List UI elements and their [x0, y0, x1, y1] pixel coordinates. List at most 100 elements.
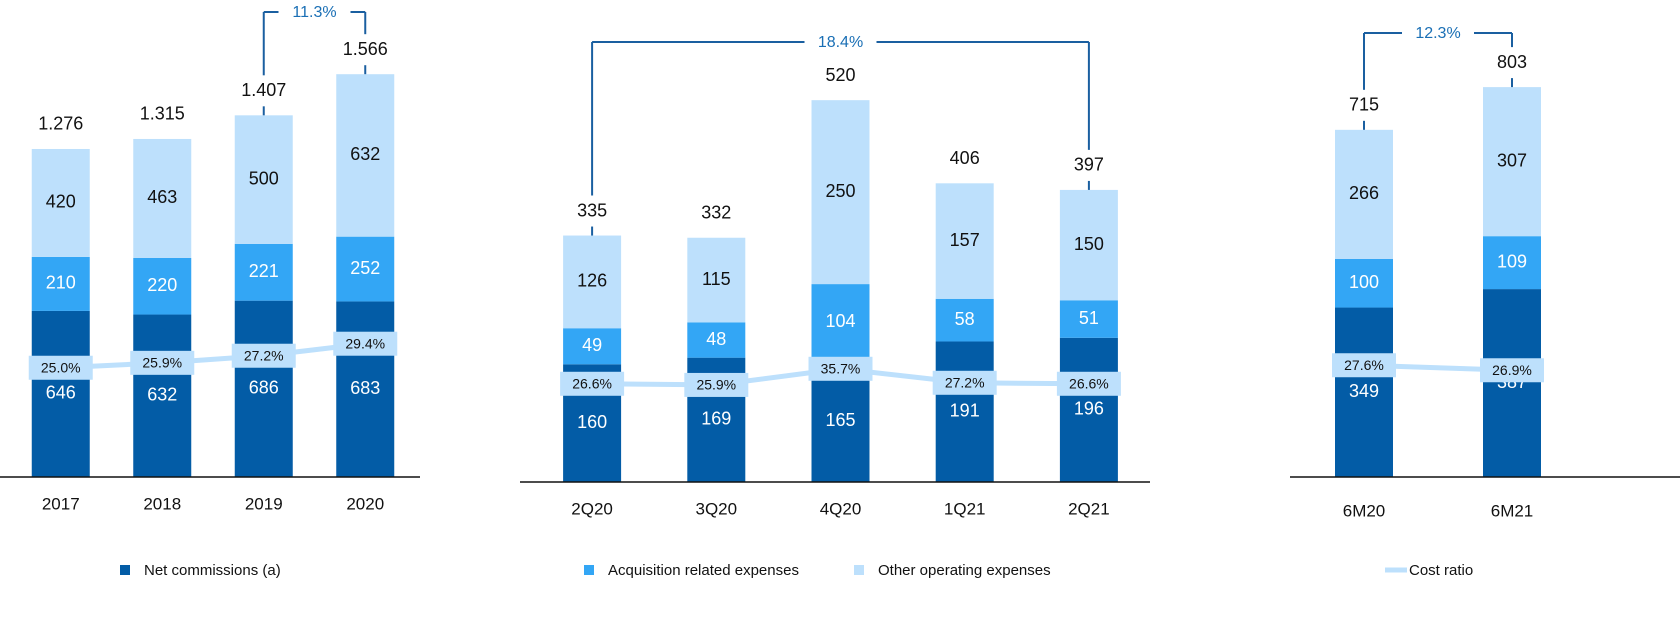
- cost-ratio-label: 29.4%: [345, 335, 385, 351]
- segment-label: 160: [577, 412, 607, 432]
- legend-label: Net commissions (a): [144, 562, 281, 579]
- bar-segment: [133, 314, 192, 477]
- bar-segment: [563, 235, 622, 329]
- x-tick-label: 6M20: [1343, 501, 1386, 520]
- segment-label: 686: [249, 378, 279, 398]
- bar-segment: [687, 237, 746, 323]
- cost-ratio-box: [1056, 371, 1121, 396]
- segment-label: 169: [701, 409, 731, 429]
- segment-label: 266: [1349, 183, 1379, 203]
- segment-label: 48: [706, 329, 726, 349]
- segment-label: 126: [577, 271, 607, 291]
- bar-segment: [563, 328, 622, 365]
- bar-segment: [31, 148, 90, 257]
- bar-segment: [1335, 307, 1393, 477]
- segment-label: 109: [1497, 251, 1527, 271]
- cost-ratio-box: [1480, 358, 1544, 383]
- bar-segment: [336, 301, 395, 477]
- bar-segment: [811, 284, 870, 361]
- segment-label: 220: [147, 275, 177, 295]
- bar-segment: [234, 115, 293, 244]
- segment-label: 157: [950, 230, 980, 250]
- bar-segment: [31, 310, 90, 477]
- cost-ratio-box: [231, 343, 296, 368]
- x-tick-label: 1Q21: [944, 499, 986, 518]
- total-label: 332: [701, 202, 731, 222]
- bar-segment: [935, 298, 994, 342]
- segment-label: 250: [825, 181, 855, 201]
- x-tick-label: 4Q20: [820, 499, 862, 518]
- total-label: 715: [1349, 95, 1379, 115]
- cost-ratio-box: [932, 370, 997, 395]
- segment-label: 210: [46, 273, 76, 293]
- x-tick-label: 6M21: [1491, 501, 1534, 520]
- bar-segment: [1059, 300, 1118, 338]
- segment-label: 165: [825, 410, 855, 430]
- segment-label: 58: [955, 309, 975, 329]
- segment-label: 115: [702, 269, 731, 289]
- bar-segment: [1483, 87, 1541, 237]
- bar-segment: [133, 138, 192, 258]
- bar-segment: [336, 236, 395, 302]
- cost-ratio-box: [560, 371, 625, 396]
- legend-swatch: [854, 565, 864, 575]
- total-label: 1.315: [140, 104, 185, 124]
- legend-label: Acquisition related expenses: [608, 562, 799, 579]
- cost-ratio-label: 25.9%: [696, 377, 736, 393]
- bar-segment: [1335, 129, 1393, 259]
- cost-ratio-label: 26.9%: [1492, 362, 1532, 378]
- segment-label: 150: [1074, 234, 1104, 254]
- segment-label: 221: [249, 261, 279, 281]
- bar-segment: [687, 322, 746, 358]
- growth-label: 12.3%: [1415, 25, 1460, 42]
- legend-label: Other operating expenses: [878, 562, 1051, 579]
- segment-label: 463: [147, 187, 177, 207]
- segment-label: 646: [46, 383, 76, 403]
- x-tick-label: 2Q21: [1068, 499, 1110, 518]
- bar-segment: [1335, 258, 1393, 308]
- cost-ratio-box: [130, 350, 195, 375]
- bar-segment: [1483, 236, 1541, 290]
- cost-ratio-label: 27.2%: [244, 347, 284, 363]
- cost-ratio-label: 26.6%: [1069, 375, 1109, 391]
- bar-segment: [133, 257, 192, 315]
- segment-label: 683: [350, 378, 380, 398]
- legend-swatch: [584, 565, 594, 575]
- segment-label: 632: [147, 385, 177, 405]
- bar-segment: [234, 300, 293, 477]
- cost-ratio-label: 27.2%: [945, 374, 985, 390]
- segment-label: 420: [46, 192, 76, 212]
- total-label: 397: [1074, 155, 1104, 175]
- segment-label: 500: [249, 168, 279, 188]
- bar-segment: [234, 243, 293, 301]
- cost-ratio-label: 35.7%: [821, 360, 861, 376]
- bar-segment: [811, 100, 870, 285]
- bar-segment: [935, 183, 994, 299]
- cost-ratio-label: 25.9%: [142, 355, 182, 371]
- x-tick-label: 2017: [42, 494, 80, 513]
- segment-label: 196: [1074, 399, 1104, 419]
- segment-label: 632: [350, 144, 380, 164]
- total-label: 335: [577, 200, 607, 220]
- growth-label: 18.4%: [818, 34, 863, 51]
- x-tick-label: 2018: [143, 494, 181, 513]
- bar-segment: [811, 360, 870, 482]
- x-tick-label: 3Q20: [696, 499, 738, 518]
- x-tick-label: 2020: [346, 494, 384, 513]
- cost-ratio-box: [684, 372, 749, 397]
- segment-label: 51: [1079, 308, 1099, 328]
- segment-label: 104: [825, 311, 855, 331]
- segment-label: 307: [1497, 150, 1527, 170]
- segment-label: 100: [1349, 272, 1379, 292]
- total-label: 406: [950, 148, 980, 168]
- total-label: 520: [825, 65, 855, 85]
- bar-segment: [1483, 289, 1541, 477]
- segment-label: 349: [1349, 381, 1379, 401]
- total-label: 803: [1497, 52, 1527, 72]
- cost-ratio-label: 25.0%: [41, 359, 81, 375]
- cost-ratio-box: [808, 356, 873, 381]
- cost-ratio-box: [333, 331, 398, 356]
- bar-segment: [336, 74, 395, 237]
- segment-label: 49: [582, 335, 602, 355]
